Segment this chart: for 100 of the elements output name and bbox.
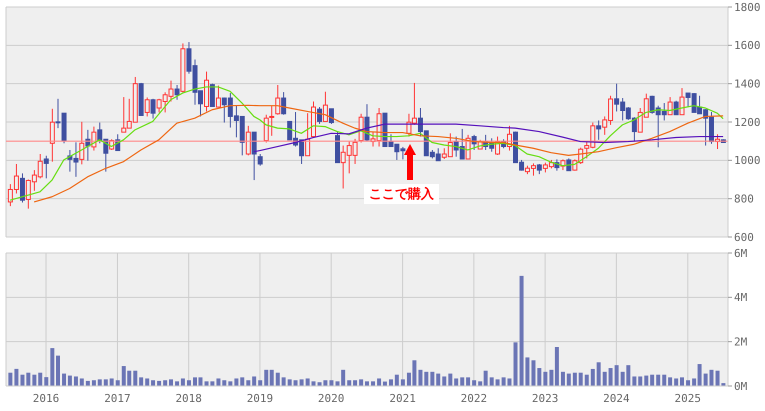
candlestick (174, 84, 180, 100)
bar (26, 372, 30, 386)
bar (44, 377, 48, 386)
bar (709, 370, 714, 386)
bar (163, 380, 168, 386)
bar (656, 374, 660, 386)
y-tick-label: 2M (734, 336, 748, 349)
candlestick (258, 154, 263, 166)
y-tick-label: 4M (734, 291, 748, 304)
x-tick-label: 2016 (32, 392, 60, 405)
bar (14, 368, 18, 386)
bar (662, 374, 666, 386)
bar (442, 376, 446, 386)
bar (424, 372, 428, 386)
x-tick-label: 2023 (532, 392, 558, 405)
bar (626, 365, 630, 386)
candlestick (317, 106, 322, 124)
bar (169, 379, 174, 386)
y-tick-label: 1400 (734, 78, 760, 91)
bar (222, 380, 226, 386)
candlestick (20, 172, 25, 203)
bar (496, 379, 500, 386)
bar (68, 376, 72, 386)
bar (180, 378, 185, 386)
bar (92, 380, 96, 386)
x-tick-label: 2018 (175, 392, 202, 405)
bar (20, 374, 24, 386)
bar (353, 380, 358, 386)
candlestick (79, 121, 84, 165)
bar (288, 379, 292, 386)
bar (377, 378, 382, 386)
x-tick-label: 2022 (460, 392, 488, 405)
bar (537, 368, 542, 386)
y-tick-label: 1800 (734, 0, 760, 14)
bar (359, 379, 364, 386)
bar (472, 380, 476, 386)
bar (216, 378, 220, 386)
candlestick (536, 163, 542, 175)
bar (520, 276, 524, 386)
bar (620, 372, 625, 386)
y-tick-label: 600 (734, 230, 754, 244)
bar (566, 374, 571, 386)
candlestick (246, 125, 251, 156)
bar (347, 380, 352, 386)
candlestick (596, 120, 602, 140)
bar (300, 379, 304, 386)
bar (186, 380, 191, 386)
candlestick (50, 108, 55, 162)
candlestick (281, 92, 286, 116)
candlestick (252, 132, 257, 181)
bar (716, 370, 720, 386)
bar (388, 379, 393, 386)
x-tick-label: 2019 (246, 392, 274, 405)
bar (151, 380, 156, 386)
bar (668, 377, 672, 386)
bar (98, 379, 102, 386)
bar (704, 374, 708, 386)
bar (306, 378, 310, 386)
bar (514, 342, 518, 386)
bar (507, 378, 512, 386)
candlestick (150, 98, 156, 120)
bar (145, 378, 150, 386)
candlestick (210, 83, 215, 107)
candlestick (680, 88, 685, 116)
candlestick (275, 84, 280, 116)
bar (531, 360, 536, 386)
bar (584, 374, 589, 386)
bar (560, 372, 565, 386)
bar (608, 368, 613, 386)
bar (418, 370, 422, 386)
candlestick (216, 85, 221, 108)
bar (62, 374, 66, 386)
bar (525, 357, 530, 386)
y-tick-label: 0M (734, 380, 748, 393)
candlestick (674, 100, 679, 116)
y-tick-label: 1200 (734, 116, 760, 129)
bar (8, 372, 12, 386)
y-tick-label: 6M (734, 246, 748, 260)
bar (680, 377, 684, 386)
bar (116, 380, 120, 386)
bar (614, 365, 619, 386)
bar (294, 380, 298, 386)
y-tick-label: 1600 (734, 39, 760, 52)
annotation: ここで購入 (364, 184, 439, 204)
bar (602, 372, 607, 386)
bar (318, 382, 322, 386)
candlestick (322, 91, 328, 122)
x-tick-label: 2021 (389, 392, 416, 405)
x-tick-label: 2025 (674, 392, 702, 405)
x-tick-label: 2024 (603, 392, 630, 405)
bar (382, 382, 387, 386)
bar (258, 380, 262, 386)
bar (543, 372, 548, 386)
bar (460, 377, 464, 386)
candlestick (144, 96, 150, 117)
bar (400, 379, 405, 386)
bar (466, 377, 470, 386)
candlestick (44, 155, 49, 179)
bar (329, 380, 334, 386)
x-tick-label: 2020 (318, 392, 344, 405)
